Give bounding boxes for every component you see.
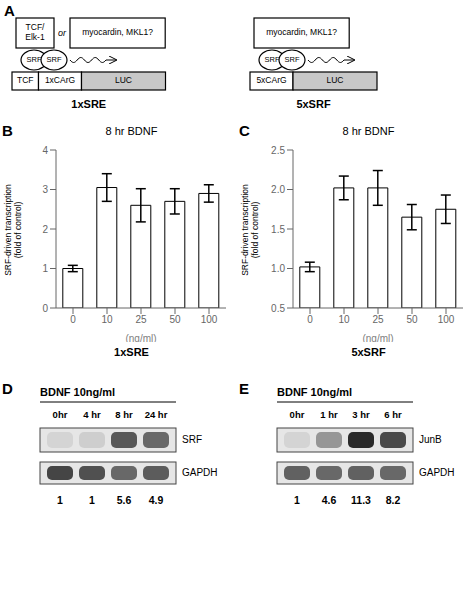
svg-text:TCF: TCF (17, 75, 34, 85)
svg-text:4.6: 4.6 (322, 494, 337, 506)
svg-text:1: 1 (294, 494, 300, 506)
svg-text:myocardin, MKL1?: myocardin, MKL1? (266, 27, 337, 37)
svg-text:TCF/Elk-1: TCF/Elk-1 (25, 22, 45, 42)
svg-text:myocardin, MKL1?: myocardin, MKL1? (82, 27, 153, 37)
svg-text:BDNF 10ng/ml: BDNF 10ng/ml (40, 386, 115, 398)
html-text:A: A (4, 2, 15, 19)
svg-text:8.2: 8.2 (386, 494, 401, 506)
svg-text:E: E (239, 380, 249, 397)
html-text:1xSRE: 1xSRE (114, 346, 149, 358)
svg-text:5xSRF: 5xSRF (296, 98, 331, 110)
svg-text:10: 10 (338, 314, 350, 325)
svg-text:1 hr: 1 hr (320, 409, 338, 420)
svg-text:LUC: LUC (326, 75, 343, 85)
svg-text:4: 4 (42, 145, 48, 156)
svg-text:BDNF 10ng/ml: BDNF 10ng/ml (277, 386, 352, 398)
html-text:B: B (2, 122, 13, 139)
svg-text:5xCArG: 5xCArG (256, 75, 286, 85)
svg-text:SRF: SRF (265, 55, 280, 64)
svg-text:100: 100 (438, 314, 455, 325)
html-text:C: C (239, 122, 250, 139)
svg-text:8 hr: 8 hr (115, 409, 133, 420)
svg-text:1.0: 1.0 (271, 263, 285, 274)
svg-text:6 hr: 6 hr (384, 409, 402, 420)
svg-text:5.6: 5.6 (117, 494, 132, 506)
svg-text:1.5: 1.5 (271, 224, 285, 235)
svg-text:50: 50 (406, 314, 418, 325)
svg-text:SRF: SRF (182, 434, 202, 445)
svg-text:SRF-driven transcription(fold: SRF-driven transcription(fold of control… (8, 184, 23, 276)
svg-text:0hr: 0hr (290, 409, 305, 420)
svg-text:SRF: SRF (47, 55, 62, 64)
svg-text:24 hr: 24 hr (145, 409, 168, 420)
svg-text:(ng/ml): (ng/ml) (362, 333, 393, 342)
svg-text:JunB: JunB (419, 434, 442, 445)
svg-text:25: 25 (372, 314, 384, 325)
svg-text:(ng/ml): (ng/ml) (125, 333, 156, 342)
svg-text:11.3: 11.3 (351, 494, 371, 506)
svg-text:1xSRE: 1xSRE (71, 98, 106, 110)
svg-text:3 hr: 3 hr (352, 409, 370, 420)
svg-text:4.9: 4.9 (149, 494, 164, 506)
svg-text:0: 0 (70, 314, 76, 325)
svg-text:3: 3 (42, 184, 48, 195)
svg-text:LUC: LUC (115, 75, 132, 85)
svg-text:2.0: 2.0 (271, 184, 285, 195)
svg-text:1: 1 (89, 494, 95, 506)
html-text:8 hr BDNF: 8 hr BDNF (342, 125, 395, 137)
svg-text:SRF: SRF (285, 55, 300, 64)
svg-text:or: or (58, 28, 67, 38)
svg-text:0hr: 0hr (53, 409, 68, 420)
html-text:5xSRF: 5xSRF (351, 346, 386, 358)
svg-text:10: 10 (101, 314, 113, 325)
svg-text:2.5: 2.5 (271, 145, 285, 156)
svg-text:GAPDH: GAPDH (419, 467, 455, 478)
svg-text:SRF: SRF (27, 55, 42, 64)
svg-text:1: 1 (57, 494, 63, 506)
svg-text:1: 1 (42, 263, 48, 274)
svg-text:2: 2 (42, 224, 48, 235)
svg-text:0.5: 0.5 (271, 303, 285, 314)
html-text:8 hr BDNF: 8 hr BDNF (105, 125, 158, 137)
svg-text:0: 0 (42, 303, 48, 314)
svg-text:0: 0 (307, 314, 313, 325)
svg-text:25: 25 (135, 314, 147, 325)
svg-text:D: D (8, 380, 13, 397)
svg-text:100: 100 (201, 314, 218, 325)
svg-text:4 hr: 4 hr (83, 409, 101, 420)
svg-text:SRF-driven transcription(fold: SRF-driven transcription(fold of control… (240, 184, 260, 276)
svg-text:50: 50 (169, 314, 181, 325)
svg-text:1xCArG: 1xCArG (45, 75, 75, 85)
svg-text:GAPDH: GAPDH (182, 467, 218, 478)
